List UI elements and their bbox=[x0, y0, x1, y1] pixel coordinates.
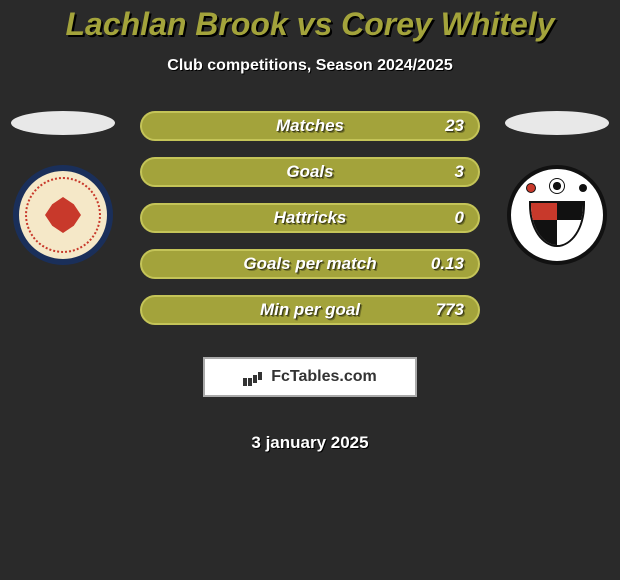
stat-bar-matches: Matches 23 bbox=[140, 111, 480, 141]
stat-bar-mpg: Min per goal 773 bbox=[140, 295, 480, 325]
stat-value: 0 bbox=[455, 208, 464, 228]
right-team-crest bbox=[507, 165, 607, 265]
right-side bbox=[502, 111, 612, 265]
stat-label: Min per goal bbox=[260, 300, 360, 320]
snapshot-date: 3 january 2025 bbox=[251, 433, 368, 453]
left-team-crest bbox=[13, 165, 113, 265]
stat-bar-gpm: Goals per match 0.13 bbox=[140, 249, 480, 279]
stat-bars: Matches 23 Goals 3 Hattricks 0 Goals per… bbox=[135, 111, 485, 453]
left-player-silhouette bbox=[11, 111, 115, 135]
page-subtitle: Club competitions, Season 2024/2025 bbox=[167, 57, 452, 75]
brand-badge[interactable]: FcTables.com bbox=[203, 357, 417, 397]
stat-value: 0.13 bbox=[431, 254, 464, 274]
stat-label: Hattricks bbox=[274, 208, 347, 228]
stat-value: 773 bbox=[436, 300, 464, 320]
comparison-card: Lachlan Brook vs Corey Whitely Club comp… bbox=[0, 0, 620, 580]
main-row: Matches 23 Goals 3 Hattricks 0 Goals per… bbox=[0, 111, 620, 453]
stat-label: Goals per match bbox=[243, 254, 376, 274]
lion-icon bbox=[45, 197, 81, 233]
stat-bar-goals: Goals 3 bbox=[140, 157, 480, 187]
stat-label: Matches bbox=[276, 116, 344, 136]
left-side bbox=[8, 111, 118, 265]
stat-value: 23 bbox=[445, 116, 464, 136]
right-player-silhouette bbox=[505, 111, 609, 135]
stat-value: 3 bbox=[455, 162, 464, 182]
stat-label: Goals bbox=[286, 162, 333, 182]
stat-bar-hattricks: Hattricks 0 bbox=[140, 203, 480, 233]
shield-icon bbox=[529, 201, 585, 247]
page-title: Lachlan Brook vs Corey Whitely bbox=[65, 6, 554, 43]
brand-text: FcTables.com bbox=[271, 368, 377, 386]
bar-chart-icon bbox=[243, 368, 265, 386]
